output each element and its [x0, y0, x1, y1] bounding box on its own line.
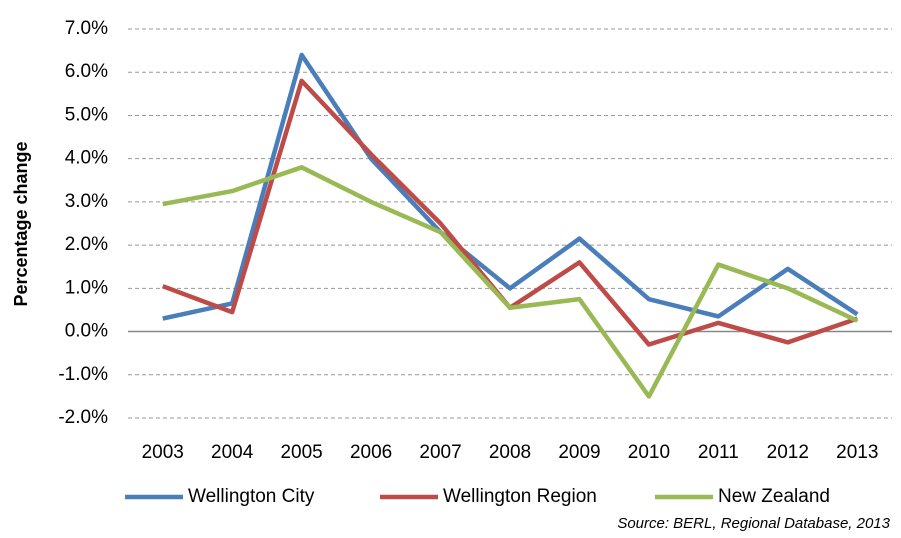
- y-tick-label: 5.0%: [65, 104, 108, 125]
- y-tick-label: 4.0%: [65, 148, 108, 169]
- y-tick-label: -2.0%: [58, 407, 108, 428]
- y-tick-label: -1.0%: [58, 364, 108, 385]
- x-tick-label: 2007: [419, 442, 461, 463]
- y-tick-label: 1.0%: [65, 277, 108, 298]
- x-tick-label: 2010: [628, 442, 670, 463]
- y-tick-label: 0.0%: [65, 321, 108, 342]
- x-tick-label: 2013: [836, 442, 878, 463]
- legend-label: Wellington Region: [443, 486, 597, 507]
- y-axis-title: Percentage change: [11, 141, 31, 306]
- data-line: [162, 52, 859, 321]
- x-tick-label: 2011: [698, 442, 739, 463]
- x-tick-label: 2005: [280, 442, 322, 463]
- y-tick-label: 2.0%: [65, 234, 108, 255]
- x-tick-label: 2004: [211, 442, 254, 463]
- y-tick-label: 3.0%: [65, 191, 108, 212]
- x-tick-label: 2003: [142, 442, 184, 463]
- x-tick-label: 2012: [767, 442, 809, 463]
- x-tick-label: 2009: [558, 442, 600, 463]
- data-line: [162, 165, 859, 399]
- source-note: Source: BERL, Regional Database, 2013: [617, 515, 890, 532]
- x-tick-label: 2006: [350, 442, 392, 463]
- y-tick-label: 7.0%: [65, 18, 108, 39]
- legend-label: New Zealand: [718, 486, 830, 507]
- legend-label: Wellington City: [188, 486, 315, 507]
- y-tick-label: 6.0%: [65, 61, 108, 82]
- x-tick-label: 2008: [489, 442, 531, 463]
